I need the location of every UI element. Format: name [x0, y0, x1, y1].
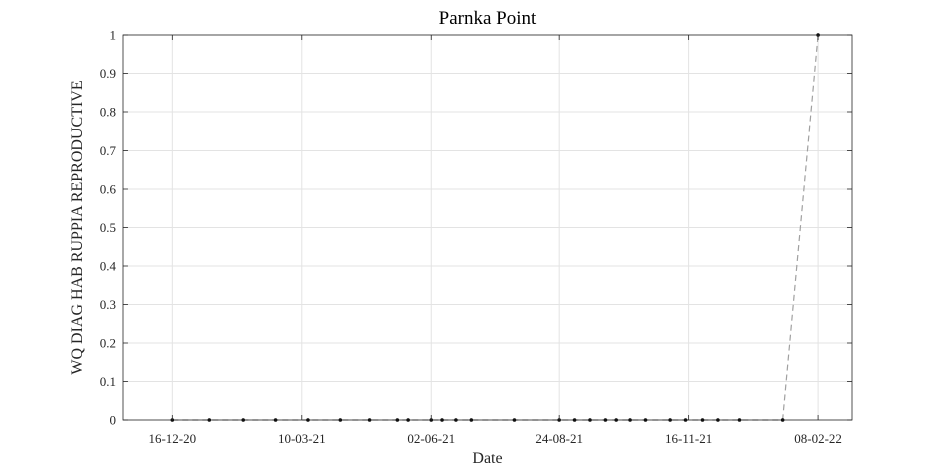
x-axis-label: Date	[472, 450, 502, 467]
x-tick-label: 10-03-21	[278, 431, 326, 446]
y-tick-label: 1	[110, 28, 117, 43]
y-tick-label: 0.6	[100, 182, 117, 197]
y-tick-label: 0.9	[100, 66, 116, 81]
x-tick-label: 08-02-22	[794, 431, 842, 446]
y-tick-label: 0	[110, 413, 117, 428]
x-tick-label: 16-11-21	[665, 431, 712, 446]
chart-title: Parnka Point	[439, 8, 537, 29]
y-tick-label: 0.8	[100, 105, 116, 120]
x-tick-label: 02-06-21	[407, 431, 455, 446]
y-axis-label: WQ DIAG HAB RUPPIA REPRODUCTIVE	[69, 80, 86, 374]
y-tick-label: 0.4	[100, 259, 117, 274]
x-tick-label: 24-08-21	[535, 431, 583, 446]
y-tick-label: 0.2	[100, 336, 116, 351]
y-tick-label: 0.3	[100, 297, 116, 312]
x-tick-label: 16-12-20	[148, 431, 196, 446]
y-tick-label: 0.7	[100, 143, 117, 158]
y-axis: 0 0.1 0.2 0.3 0.4 0.5 0.6 0.7 0.8 0.9 1	[100, 28, 852, 428]
x-axis: 16-12-20 10-03-21 02-06-21 24-08-21 16-11-21…	[148, 35, 842, 446]
y-tick-label: 0.5	[100, 220, 116, 235]
y-tick-label: 0.1	[100, 374, 116, 389]
gridlines	[123, 34, 852, 421]
